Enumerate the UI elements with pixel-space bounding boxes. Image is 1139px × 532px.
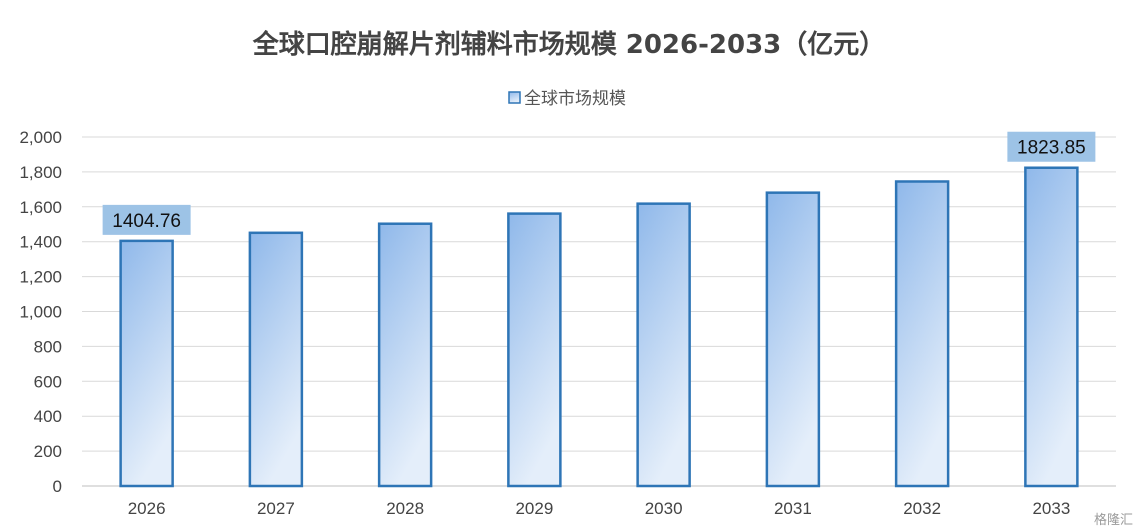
x-tick-label: 2028 — [386, 499, 424, 518]
bar-2030 — [636, 202, 691, 488]
bars — [119, 166, 1079, 488]
bar-2032 — [894, 180, 950, 488]
bar-2027 — [248, 231, 304, 488]
y-tick-label: 1,200 — [19, 268, 62, 287]
x-tick-label: 2026 — [128, 499, 166, 518]
data-label: 1404.76 — [112, 211, 181, 232]
bar-2033 — [1024, 166, 1079, 488]
chart-title: 全球口腔崩解片剂辅料市场规模 2026-2033（亿元） — [252, 29, 886, 60]
y-tick-label: 400 — [34, 407, 62, 426]
bar-2026 — [119, 239, 174, 488]
legend-swatch — [508, 91, 521, 104]
data-label: 1823.85 — [1017, 138, 1086, 159]
x-tick-label: 2029 — [515, 499, 553, 518]
bar-2028 — [377, 222, 433, 488]
y-tick-label: 1,400 — [19, 233, 62, 252]
x-tick-label: 2030 — [645, 499, 683, 518]
watermark: 格隆汇 — [1094, 509, 1133, 528]
bar-2029 — [507, 212, 562, 488]
y-tick-label: 0 — [53, 477, 62, 496]
x-tick-label: 2032 — [903, 499, 941, 518]
x-tick-label: 2031 — [774, 499, 812, 518]
data-labels: 1404.76 1823.85 — [102, 131, 1096, 235]
x-tick-label: 2033 — [1032, 499, 1070, 518]
y-axis-ticks: 0 200 400 600 800 1,000 1,200 1,400 1,600 1,800 2,… — [19, 128, 62, 496]
y-tick-label: 1,000 — [19, 303, 62, 322]
y-tick-label: 200 — [34, 442, 62, 461]
y-tick-label: 1,800 — [19, 163, 62, 182]
gridlines — [82, 136, 1116, 487]
watermark-text: 格隆汇 — [1093, 513, 1133, 528]
y-tick-label: 800 — [34, 337, 62, 356]
y-tick-label: 1,600 — [19, 198, 62, 217]
legend-label: 全球市场规模 — [524, 89, 626, 109]
y-tick-label: 2,000 — [19, 128, 62, 147]
y-tick-label: 600 — [34, 372, 62, 391]
legend: 全球市场规模 — [508, 89, 626, 109]
data-label-box — [1007, 131, 1096, 162]
bar-2031 — [765, 191, 821, 488]
x-tick-label: 2027 — [257, 499, 295, 518]
data-label-box — [102, 204, 191, 235]
x-axis-ticks: 2026 2027 2028 2029 2030 2031 2032 2033 — [128, 499, 1071, 518]
